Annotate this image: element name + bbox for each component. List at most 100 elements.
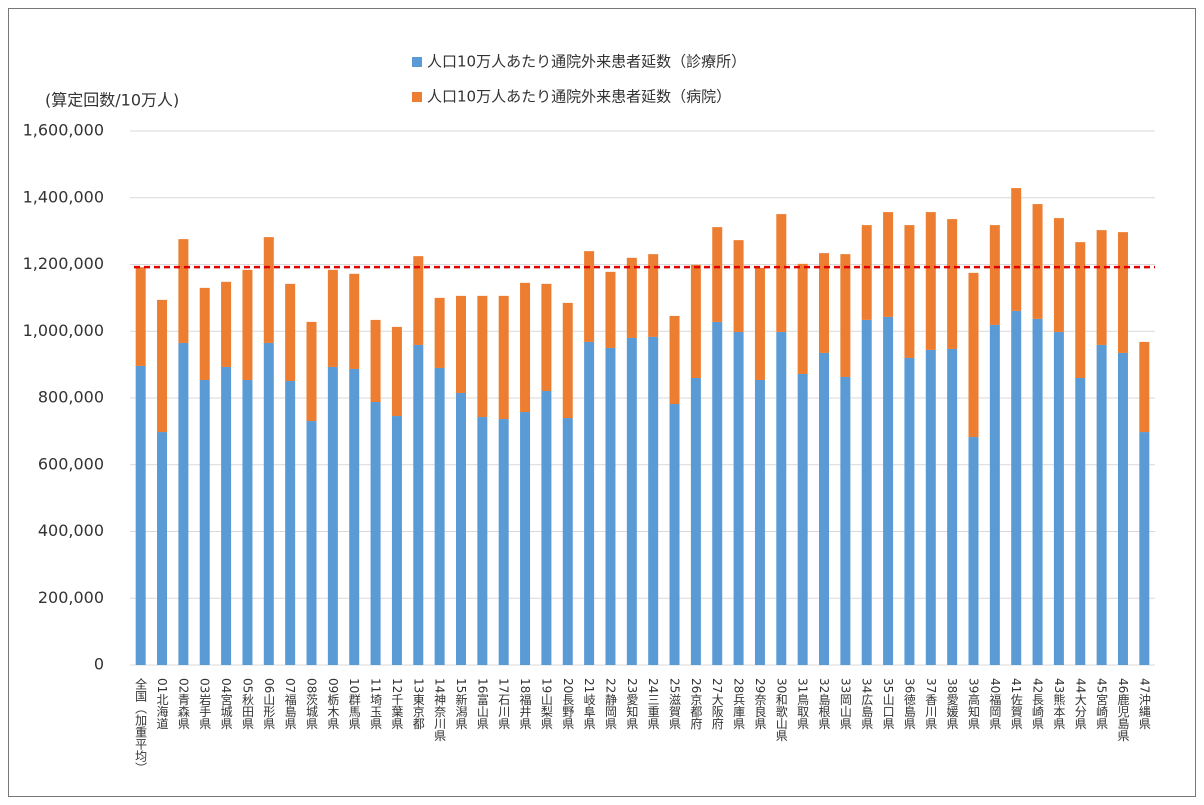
bar-segment (413, 256, 424, 345)
bar-segment (883, 212, 894, 317)
y-tick-label: 600,000 (38, 454, 104, 473)
x-tick-label: 24三重県 (646, 678, 660, 729)
bar-segment (776, 331, 787, 665)
x-tick-label: 21岐阜県 (582, 678, 596, 729)
bar-segment (648, 336, 659, 665)
bar-segment (989, 225, 1000, 325)
y-tick-label: 0 (94, 655, 104, 674)
legend-label: 人口10万人あたり通院外来患者延数（病院） (427, 88, 731, 106)
bar-segment (989, 324, 1000, 665)
bar-segment (370, 402, 381, 665)
bar-segment (797, 373, 808, 665)
bar-segment (947, 219, 958, 349)
x-tick-label: 38愛媛県 (945, 678, 959, 729)
bar-segment (904, 357, 915, 665)
x-tick-label: 41佐賀県 (1009, 678, 1023, 729)
bar-segment (391, 416, 402, 665)
bar-segment (199, 287, 210, 380)
y-tick-label: 1,600,000 (23, 121, 104, 140)
bar-segment (349, 368, 360, 665)
y-tick-label: 1,200,000 (23, 254, 104, 273)
bar-segment (669, 315, 680, 405)
x-tick-label: 17石川県 (497, 678, 511, 729)
bar-segment (754, 379, 765, 665)
x-tick-label: 22静岡県 (603, 678, 617, 729)
bar-segment (1032, 204, 1043, 319)
bar-segment (263, 342, 274, 665)
x-tick-label: 01北海道 (155, 678, 169, 729)
x-tick-label: 28兵庫県 (732, 678, 746, 729)
x-tick-label: 06山形県 (262, 678, 276, 729)
bar-segment (1096, 344, 1107, 665)
legend-swatch (412, 57, 422, 67)
bar-segment (221, 366, 232, 665)
bar-segment (1053, 331, 1064, 665)
bar-segment (1096, 230, 1107, 345)
y-tick-label: 200,000 (38, 588, 104, 607)
bar-segment (306, 421, 317, 665)
bar-segment (797, 263, 808, 374)
bar-segment (221, 281, 232, 367)
bar-segment (776, 214, 787, 332)
bar-segment (178, 342, 189, 665)
bar-segment (947, 348, 958, 665)
bar-segment (157, 299, 168, 433)
x-tick-label: 33岡山県 (838, 678, 852, 729)
x-tick-label: 36徳島県 (902, 678, 916, 729)
bar-segment (819, 352, 830, 665)
bar-segment (968, 437, 979, 665)
bar-segment (370, 319, 381, 403)
x-tick-label: 23愛知県 (625, 678, 639, 729)
bar-segment (1053, 218, 1064, 332)
bar-segment (733, 331, 744, 665)
bar-segment (1117, 232, 1128, 353)
bar-segment (1032, 318, 1043, 665)
x-tick-label: 34広島県 (860, 678, 874, 729)
bar-segment (605, 271, 616, 348)
x-tick-label: 14神奈川県 (433, 678, 447, 741)
bar-segment (477, 417, 488, 665)
bar-segment (861, 225, 872, 320)
bar-segment (584, 341, 595, 665)
bar-segment (306, 321, 317, 422)
x-tick-label: 29奈良県 (753, 678, 767, 729)
x-tick-label: 40福岡県 (988, 678, 1002, 729)
x-tick-label: 15新潟県 (454, 678, 468, 729)
bar-segment (455, 392, 466, 665)
bar-segment (541, 390, 552, 665)
bar-segment (562, 302, 573, 419)
bar-segment (242, 269, 253, 380)
bar-segment (391, 326, 402, 417)
x-tick-label: 19山梨県 (539, 678, 553, 729)
bar-segment (434, 297, 445, 368)
bar-segment (712, 227, 723, 322)
bar-segment (520, 412, 531, 665)
x-tick-label: 35山口県 (881, 678, 895, 729)
y-tick-label: 1,400,000 (23, 187, 104, 206)
bar-segment (1011, 188, 1022, 311)
x-tick-label: 12千葉県 (390, 678, 404, 729)
bar-segment (712, 321, 723, 665)
bar-segment (199, 379, 210, 665)
x-tick-label: 25滋賀県 (668, 678, 682, 729)
x-tick-label: 16富山県 (475, 678, 489, 729)
x-tick-label: 43熊本県 (1052, 678, 1066, 729)
x-tick-label: 03岩手県 (198, 678, 212, 729)
bar-segment (584, 251, 595, 342)
bar-segment (349, 273, 360, 369)
x-tick-label: 44大分県 (1073, 678, 1087, 729)
bar-segment (925, 349, 936, 665)
bar-segment (327, 366, 338, 665)
x-tick-label: 08茨城県 (305, 678, 319, 729)
bar-segment (498, 295, 509, 420)
bar-segment (1139, 432, 1150, 665)
bar-segment (413, 344, 424, 665)
x-tick-label: 30和歌山県 (774, 678, 788, 741)
bar-segment (605, 347, 616, 665)
x-tick-label: 11埼玉県 (369, 678, 383, 729)
bar-segment (285, 283, 296, 381)
bar-segment (626, 337, 637, 665)
bar-segment (861, 319, 872, 665)
legend-label: 人口10万人あたり通院外来患者延数（診療所） (427, 53, 746, 71)
